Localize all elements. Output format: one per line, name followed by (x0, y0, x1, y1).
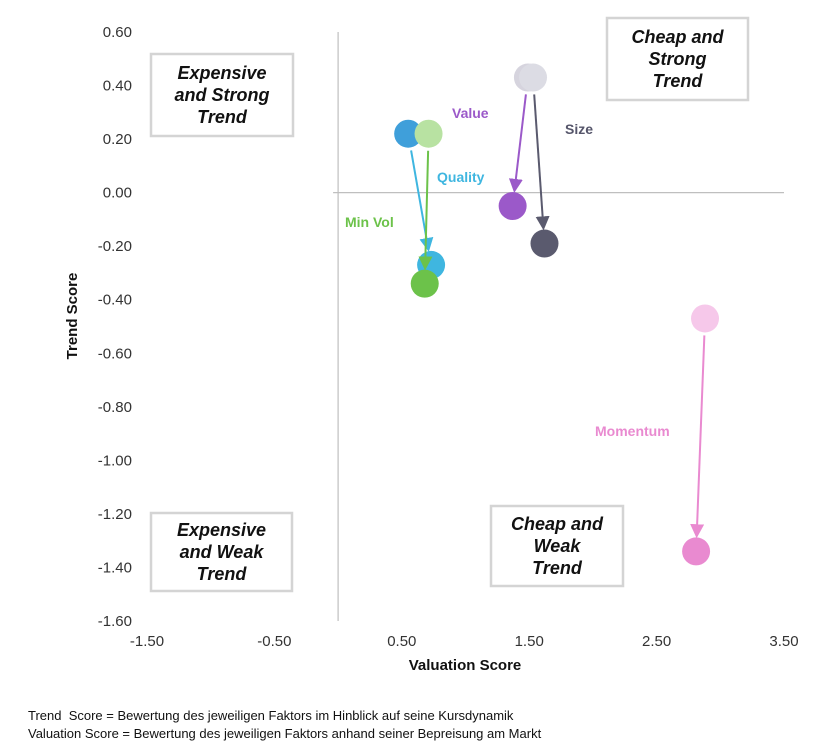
series-label-min-vol: Min Vol (345, 214, 394, 230)
series-quality: Quality (394, 119, 485, 279)
start-point-min-vol (414, 119, 443, 148)
series-label-value: Value (452, 105, 489, 121)
y-tick-label: -1.00 (98, 452, 132, 469)
quadrant-box (149, 511, 294, 593)
x-tick-label: 1.50 (515, 633, 544, 650)
quadrant-label-line: and Weak (180, 542, 265, 562)
y-tick-label: 0.00 (103, 185, 132, 202)
y-tick-label: -1.40 (98, 559, 132, 576)
quadrant-label-line: Cheap and (631, 27, 724, 47)
y-axis-title: Trend Score (64, 273, 81, 360)
end-point-min-vol (410, 269, 439, 298)
y-tick-label: -1.20 (98, 506, 132, 523)
axes (333, 32, 784, 621)
quadrant-label-line: Weak (534, 536, 582, 556)
quadrant-label-line: and Strong (175, 85, 270, 105)
data-series: Value Size Quality Min Vol Momentum (345, 63, 720, 566)
quadrant-label-line: Cheap and (511, 514, 604, 534)
quadrant-label-line: Expensive (177, 63, 266, 83)
y-tick-label: -0.40 (98, 292, 132, 309)
y-tick-label: -0.80 (98, 399, 132, 416)
quadrant-label-line: Trend (197, 564, 248, 584)
tick-labels: -1.50 -0.50 0.50 1.50 2.50 3.50 0.60 0.40 0.20 0.… (98, 24, 799, 650)
y-tick-label: -0.60 (98, 345, 132, 362)
arrow-value (508, 94, 527, 193)
series-label-size: Size (565, 121, 593, 137)
y-tick-label: -0.20 (98, 238, 132, 255)
arrow-size (533, 94, 550, 231)
y-tick-label: 0.40 (103, 78, 132, 95)
quadrant-label-line: Expensive (177, 520, 266, 540)
series-min-vol: Min Vol (345, 119, 443, 298)
end-point-momentum (682, 537, 711, 566)
arrow-momentum (690, 335, 706, 539)
x-tick-label: -0.50 (257, 633, 291, 650)
quadrant-box (489, 504, 625, 588)
quadrant-label-line: Trend (653, 71, 704, 91)
end-point-size (530, 229, 559, 258)
quadrant-label-line: Trend (532, 558, 583, 578)
series-label-momentum: Momentum (595, 423, 670, 439)
footnote-valuation: Valuation Score = Bewertung des jeweilig… (28, 726, 542, 741)
start-point-momentum (691, 304, 720, 333)
quadrant-label-line: Trend (197, 107, 248, 127)
x-axis-title: Valuation Score (409, 657, 522, 674)
start-point-size (519, 63, 548, 92)
series-momentum: Momentum (595, 304, 720, 566)
footnote-trend: Trend Score = Bewertung des jeweiligen F… (28, 708, 514, 723)
y-tick-label: 0.60 (103, 24, 132, 41)
y-tick-label: 0.20 (103, 131, 132, 148)
factor-scatter-chart: -1.50 -0.50 0.50 1.50 2.50 3.50 0.60 0.40 0.20 0.… (64, 16, 799, 674)
x-tick-label: 0.50 (387, 633, 416, 650)
x-tick-label: 3.50 (769, 633, 798, 650)
arrow-min-vol (418, 150, 433, 271)
y-tick-label: -1.60 (98, 613, 132, 630)
end-point-value (498, 192, 527, 221)
series-label-quality: Quality (437, 169, 485, 185)
x-tick-label: -1.50 (130, 633, 164, 650)
quadrant-box (149, 52, 295, 138)
series-size: Size (519, 63, 593, 258)
start-point-quality (394, 119, 423, 148)
x-tick-label: 2.50 (642, 633, 671, 650)
quadrant-label-line: Strong (649, 49, 707, 69)
quadrant-box (605, 16, 750, 102)
